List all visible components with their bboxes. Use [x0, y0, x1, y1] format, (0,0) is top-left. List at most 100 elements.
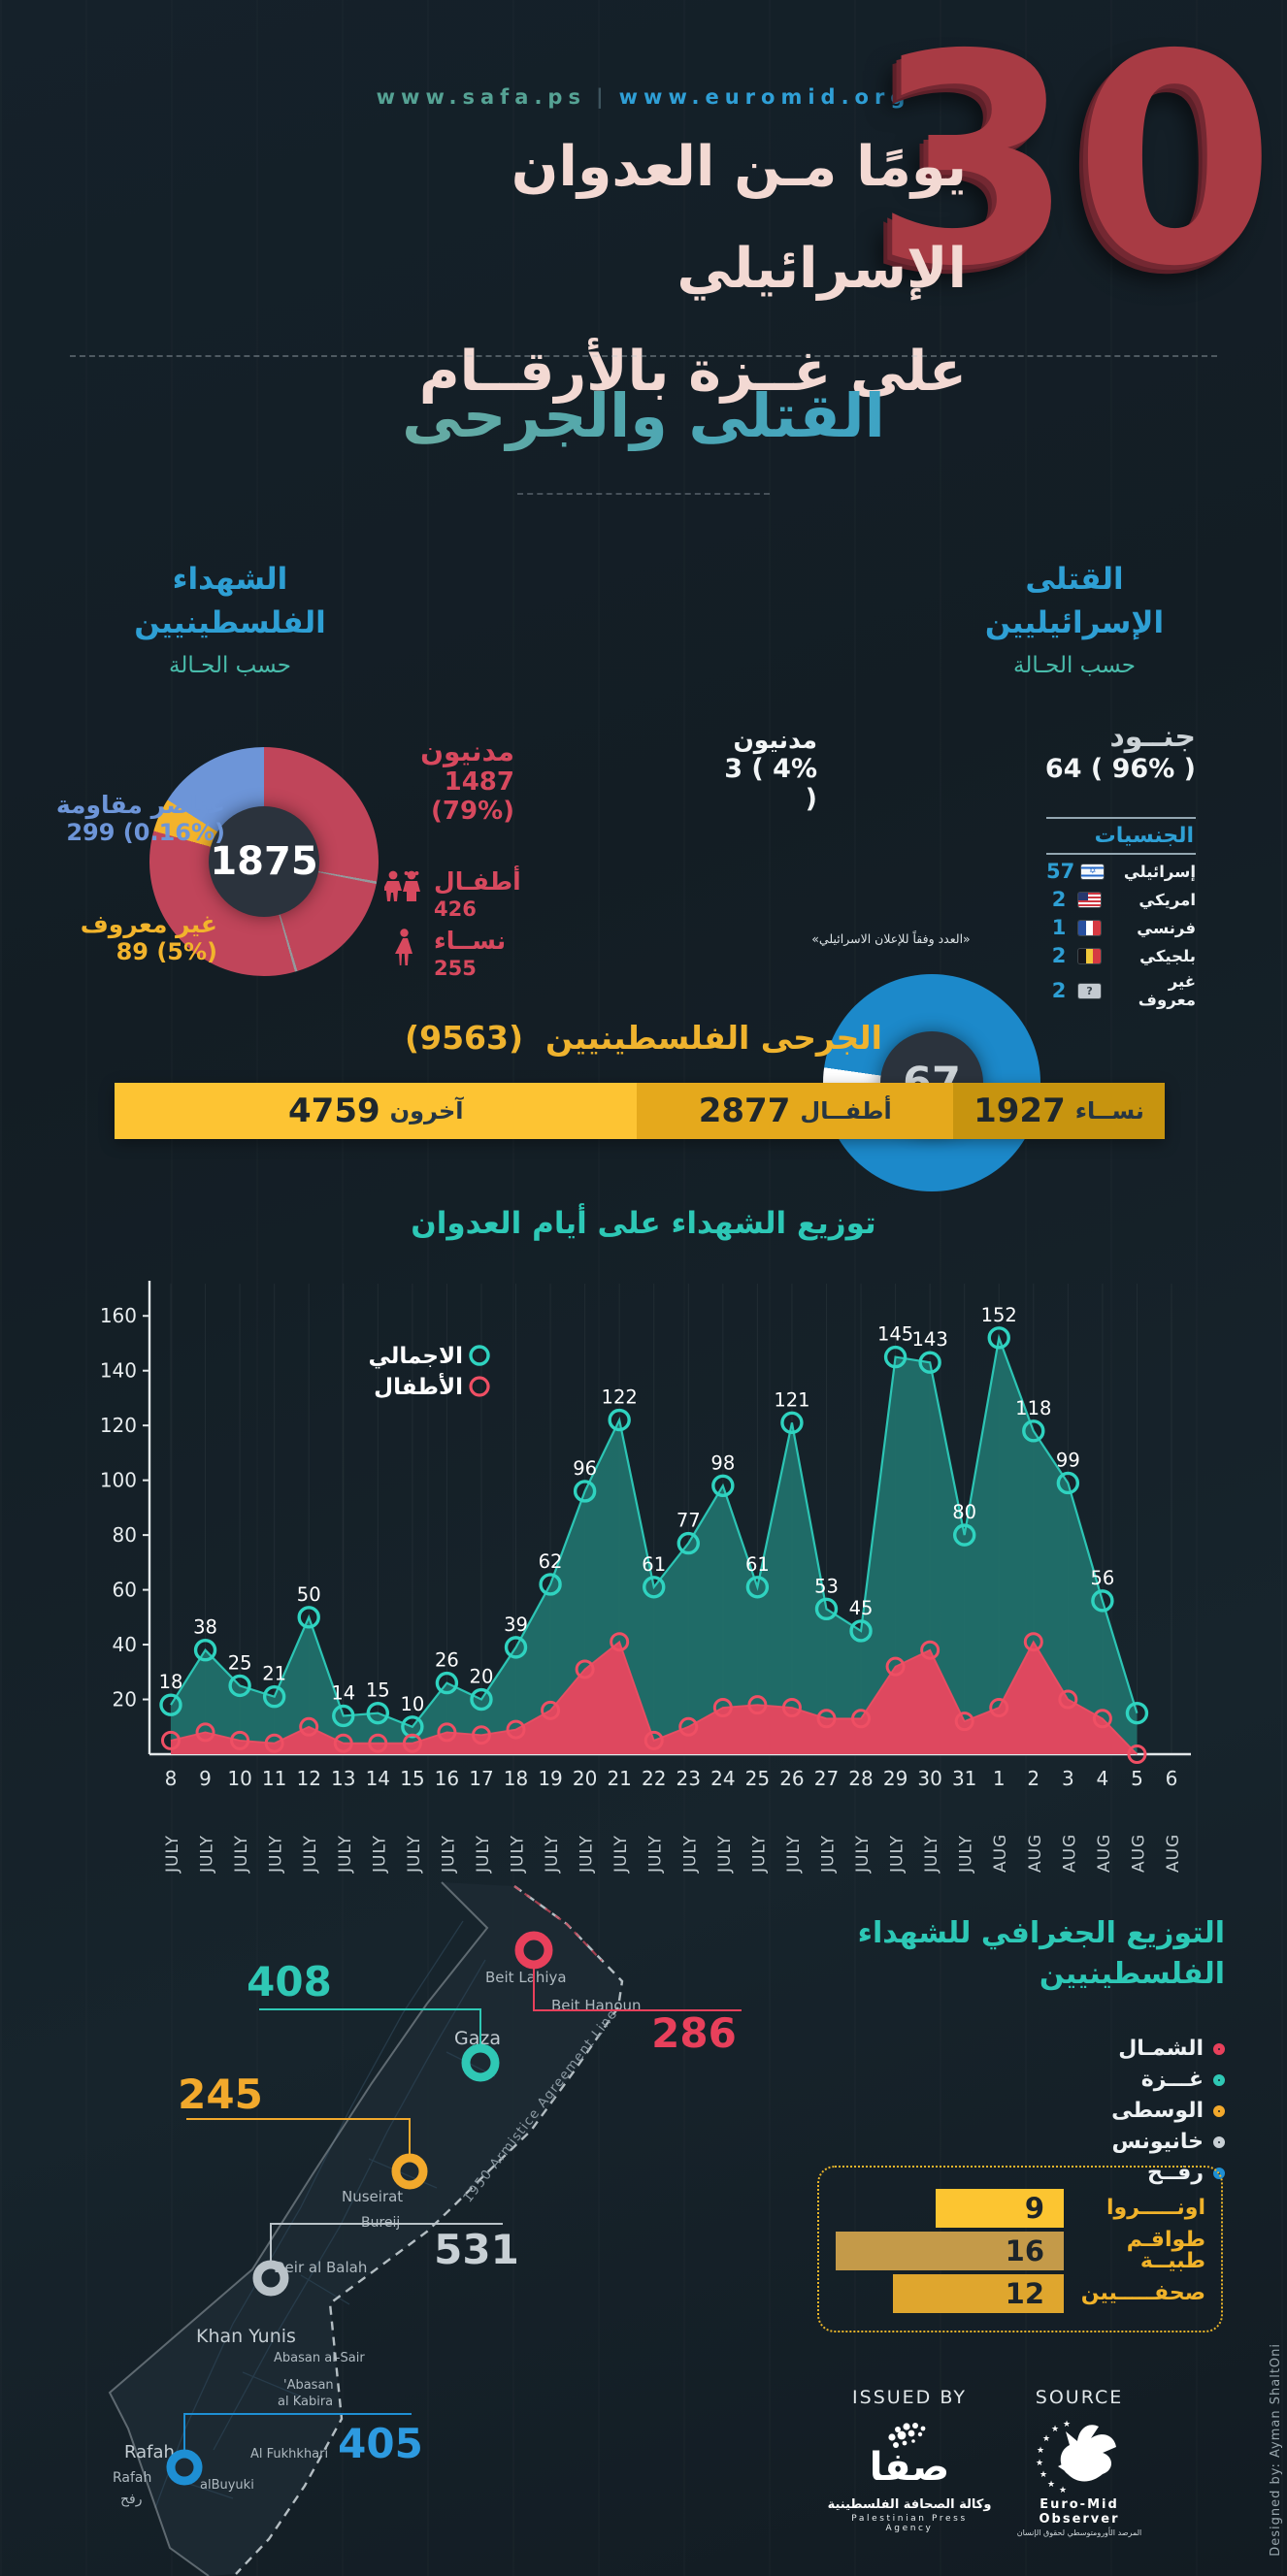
svg-text:53: 53 [814, 1575, 839, 1597]
svg-text:JULY: JULY [749, 1835, 769, 1874]
svg-text:18: 18 [504, 1767, 528, 1790]
unknown-flag-icon [1078, 983, 1101, 998]
injured-women-segment: نســاء 1927 [952, 1083, 1165, 1139]
injured-others-segment: آخرون 4759 [115, 1083, 638, 1139]
nationality-row: فرنسي 1 [1051, 916, 1196, 939]
gaza-map: 1950 Armistice Agreement Line Beit Lahiy… [108, 1881, 742, 2576]
svg-text:الاجمالي: الاجمالي [368, 1344, 463, 1369]
svg-text:1: 1 [993, 1767, 1006, 1790]
medical-bar: 16 [836, 2232, 1064, 2270]
map-region-values: 286 408 245 531 405 [178, 1958, 737, 2467]
svg-text:39: 39 [504, 1614, 528, 1636]
isr-soldiers-label: جنــود 64 ( 96% ) [1044, 720, 1196, 784]
svg-text:10: 10 [400, 1693, 424, 1715]
pal-heading-line1: الشهداء [172, 562, 288, 597]
nationality-row: امريكي 2 [1051, 888, 1196, 911]
svg-text:56: 56 [1090, 1567, 1114, 1589]
svg-text:AUG: AUG [1095, 1834, 1114, 1873]
svg-text:JULY: JULY [509, 1835, 528, 1874]
svg-text:JULY: JULY [232, 1835, 251, 1874]
place-rafah-big: Rafah [124, 2442, 175, 2462]
svg-text:8: 8 [165, 1767, 178, 1790]
svg-text:★: ★ [1042, 2434, 1052, 2444]
svg-text:JULY: JULY [439, 1835, 458, 1874]
svg-text:14: 14 [366, 1767, 390, 1790]
svg-text:14: 14 [331, 1681, 355, 1704]
armistice-dashed-line [235, 1885, 624, 2575]
svg-text:12: 12 [296, 1767, 320, 1790]
safa-url-link[interactable]: www.safa.ps [376, 85, 586, 109]
coastline [108, 1881, 489, 2576]
pal-resistance-label: عناصر مقاومة 299 (0.16%) [55, 791, 225, 846]
journalists-bar: 12 [892, 2274, 1064, 2313]
israel-flag-icon [1081, 864, 1105, 879]
svg-text:JULY: JULY [578, 1835, 597, 1874]
pal-sub-breakdown: أطفـال 426 نســاء 255 [382, 869, 549, 980]
place-albuyuki: alBuyuki [200, 2478, 254, 2493]
place-rafah-small: Rafah [113, 2470, 151, 2486]
svg-text:19: 19 [538, 1767, 562, 1790]
place-fukhkhari: Al Fukhkhari [250, 2447, 328, 2462]
svg-text:5: 5 [1131, 1767, 1143, 1790]
section-title-underline [517, 493, 770, 495]
svg-text:140: 140 [100, 1359, 137, 1383]
svg-text:23: 23 [676, 1767, 701, 1790]
svg-text:143: 143 [912, 1328, 948, 1351]
section-title-killed-wounded: القتلى والجرحى [0, 380, 1287, 451]
svg-text:JULY: JULY [922, 1835, 941, 1874]
svg-text:152: 152 [981, 1304, 1017, 1326]
pal-donut-total: 1875 [209, 806, 319, 917]
svg-text:27: 27 [814, 1767, 839, 1790]
euromid-name-arabic: المرصد الأورومتوسطي لحقوق الإنسان [1016, 2528, 1142, 2537]
svg-text:3: 3 [1062, 1767, 1074, 1790]
euromid-url-link[interactable]: www.euromid.org [618, 85, 911, 109]
marker-gaza [461, 2043, 500, 2082]
designed-by-credit: Designed by: Ayman ShaltOni [1269, 2343, 1283, 2557]
svg-text:80: 80 [113, 1523, 137, 1547]
value-north: 286 [651, 2009, 737, 2057]
safa-name-arabic: وكالة الصحافة الفلسطينية [827, 2497, 992, 2512]
poster-title-line1: يومًا مـن العدوان الإسرائيلي [511, 135, 967, 302]
france-flag-icon [1078, 920, 1101, 935]
svg-text:29: 29 [883, 1767, 908, 1790]
svg-text:160: 160 [100, 1304, 137, 1327]
palestinian-martyrs-donut-chart: 1875 [149, 747, 379, 976]
svg-text:JULY: JULY [474, 1835, 493, 1874]
svg-text:24: 24 [710, 1767, 735, 1790]
svg-text:99: 99 [1056, 1449, 1080, 1471]
svg-text:61: 61 [745, 1553, 770, 1576]
url-separator: | [595, 85, 610, 109]
isr-civilians-label: مدنيون 3 ( 4% ) [724, 726, 817, 814]
special-casualties-box: اونـــــروا 9 طواقـم طبيــة 16 صحفـــــي… [817, 2166, 1223, 2332]
svg-text:122: 122 [602, 1386, 638, 1409]
place-abasan-kabira-line2: al Kabira [278, 2395, 333, 2409]
svg-text:JULY: JULY [163, 1835, 182, 1874]
place-abasan-sair: Abasan al-Sair [274, 2351, 365, 2365]
svg-text:JULY: JULY [888, 1835, 908, 1874]
svg-text:★: ★ [1047, 2480, 1057, 2490]
daily-chart-title: توزيع الشهداء على أيام العدوان [411, 1206, 876, 1241]
isr-heading-line1: القتلى [1025, 562, 1124, 597]
medical-row: طواقـم طبيــة 16 [835, 2230, 1205, 2272]
svg-text:★: ★ [1063, 2420, 1072, 2429]
children-value: 426 [434, 897, 477, 921]
place-beit-hanoun: Beit Hanoun [551, 1997, 642, 2014]
svg-text:20: 20 [573, 1767, 597, 1790]
svg-text:25: 25 [228, 1651, 252, 1674]
svg-text:120: 120 [100, 1414, 137, 1437]
svg-text:AUG: AUG [1129, 1834, 1148, 1873]
svg-text:2: 2 [1027, 1767, 1040, 1790]
header-urls: www.safa.ps | www.euromid.org [0, 85, 1287, 109]
svg-text:61: 61 [642, 1553, 666, 1576]
svg-text:AUG: AUG [991, 1834, 1010, 1873]
value-rafah: 405 [338, 2420, 423, 2467]
geo-legend-item-north: الشمـال [1002, 2037, 1225, 2061]
marker-north [514, 1931, 553, 1970]
issued-by-label: ISSUED BY [852, 2387, 967, 2408]
injured-title: الجرحى الفلسطينيين (9563) [405, 1019, 882, 1057]
poster-title: يومًا مـن العدوان الإسرائيلي على غــزة ب… [326, 116, 967, 423]
gaza-ring-icon [1213, 2073, 1225, 2086]
geo-legend-item-middle: الوسطى [1002, 2099, 1225, 2123]
svg-text:26: 26 [779, 1767, 804, 1790]
svg-text:96: 96 [573, 1457, 597, 1480]
